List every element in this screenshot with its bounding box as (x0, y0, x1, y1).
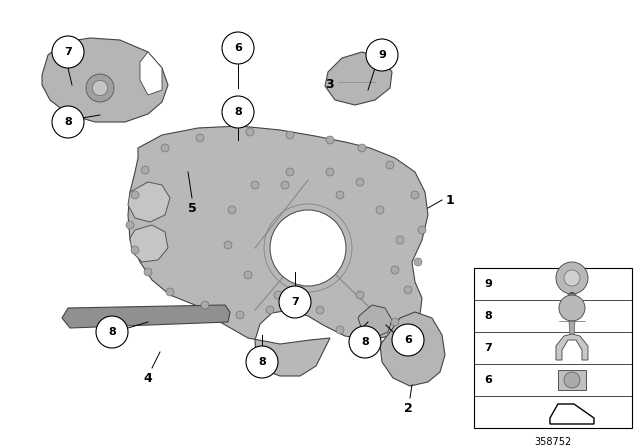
Circle shape (392, 324, 424, 356)
Circle shape (559, 295, 585, 321)
Circle shape (131, 191, 139, 199)
Circle shape (564, 270, 580, 286)
Circle shape (326, 136, 334, 144)
Circle shape (270, 210, 346, 286)
Circle shape (92, 80, 108, 96)
Circle shape (228, 206, 236, 214)
Circle shape (161, 144, 169, 152)
Circle shape (281, 181, 289, 189)
Circle shape (236, 311, 244, 319)
Polygon shape (550, 404, 594, 424)
Polygon shape (569, 321, 575, 336)
Text: 1: 1 (445, 194, 454, 207)
Text: 8: 8 (258, 357, 266, 367)
Circle shape (349, 326, 381, 358)
Circle shape (391, 318, 399, 326)
Circle shape (358, 144, 366, 152)
Text: 6: 6 (484, 375, 492, 385)
Circle shape (196, 134, 204, 142)
Circle shape (396, 236, 404, 244)
Circle shape (244, 271, 252, 279)
Circle shape (556, 262, 588, 294)
Text: 2: 2 (404, 401, 412, 414)
Text: 9: 9 (484, 279, 492, 289)
Text: 8: 8 (361, 337, 369, 347)
Polygon shape (130, 225, 168, 262)
Circle shape (144, 268, 152, 276)
Circle shape (336, 326, 344, 334)
Circle shape (316, 306, 324, 314)
Circle shape (96, 316, 128, 348)
Text: 8: 8 (108, 327, 116, 337)
Circle shape (418, 226, 426, 234)
Text: 6: 6 (404, 335, 412, 345)
Text: 8: 8 (484, 311, 492, 321)
Circle shape (224, 241, 232, 249)
Circle shape (266, 306, 274, 314)
Text: 7: 7 (64, 47, 72, 57)
Circle shape (386, 161, 394, 169)
Circle shape (52, 36, 84, 68)
Polygon shape (380, 312, 445, 386)
Circle shape (336, 191, 344, 199)
Circle shape (366, 328, 374, 336)
Text: 9: 9 (378, 50, 386, 60)
Circle shape (52, 106, 84, 138)
Circle shape (201, 301, 209, 309)
Circle shape (274, 291, 282, 299)
Polygon shape (325, 52, 392, 105)
Circle shape (411, 191, 419, 199)
Polygon shape (558, 370, 586, 390)
Circle shape (356, 291, 364, 299)
Circle shape (222, 32, 254, 64)
Circle shape (366, 39, 398, 71)
Text: 8: 8 (64, 117, 72, 127)
Polygon shape (556, 334, 588, 360)
Circle shape (86, 74, 114, 102)
Circle shape (126, 221, 134, 229)
Text: 358752: 358752 (534, 437, 572, 447)
Circle shape (131, 246, 139, 254)
Text: 6: 6 (234, 43, 242, 53)
Circle shape (564, 372, 580, 388)
Polygon shape (128, 182, 170, 222)
Text: 7: 7 (484, 343, 492, 353)
Text: 7: 7 (291, 297, 299, 307)
Circle shape (376, 206, 384, 214)
Circle shape (141, 166, 149, 174)
Circle shape (391, 266, 399, 274)
Polygon shape (128, 126, 428, 376)
Circle shape (356, 178, 364, 186)
Circle shape (326, 168, 334, 176)
Polygon shape (62, 305, 230, 328)
Polygon shape (358, 305, 392, 338)
Circle shape (246, 128, 254, 136)
Circle shape (414, 258, 422, 266)
Circle shape (286, 168, 294, 176)
Polygon shape (42, 38, 168, 122)
Text: 8: 8 (234, 107, 242, 117)
Circle shape (286, 131, 294, 139)
Text: 4: 4 (143, 371, 152, 384)
Circle shape (166, 288, 174, 296)
Text: 3: 3 (326, 78, 334, 91)
Text: 5: 5 (188, 202, 196, 215)
Circle shape (279, 286, 311, 318)
Circle shape (246, 346, 278, 378)
Circle shape (222, 96, 254, 128)
Bar (474, 268, 632, 428)
Circle shape (404, 286, 412, 294)
Polygon shape (140, 52, 162, 95)
Polygon shape (568, 294, 576, 304)
Circle shape (251, 181, 259, 189)
